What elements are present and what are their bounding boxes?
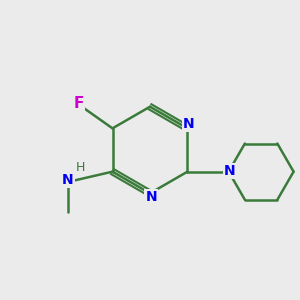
Text: H: H xyxy=(75,161,85,174)
Text: N: N xyxy=(224,164,235,178)
Text: N: N xyxy=(146,190,157,204)
Text: N: N xyxy=(62,173,74,187)
Text: N: N xyxy=(183,117,195,131)
Text: F: F xyxy=(74,96,84,111)
